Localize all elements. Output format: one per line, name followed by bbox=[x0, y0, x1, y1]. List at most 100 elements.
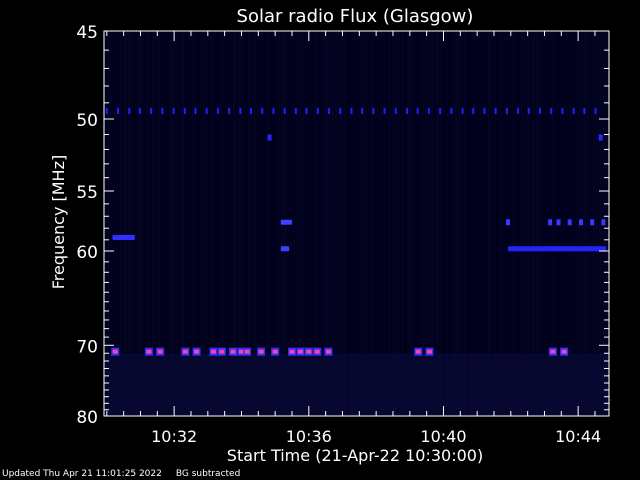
signal-dot bbox=[450, 108, 453, 114]
noise-column bbox=[545, 31, 547, 416]
burst-core bbox=[297, 349, 303, 354]
noise-column bbox=[485, 31, 487, 416]
noise-column bbox=[335, 31, 337, 416]
y-tick-label: 80 bbox=[76, 408, 98, 428]
signal-dot bbox=[461, 108, 464, 114]
noise-column bbox=[344, 31, 346, 416]
noise-column bbox=[161, 31, 163, 416]
noise-column bbox=[458, 31, 460, 416]
noise-column bbox=[464, 31, 466, 416]
signal-dot bbox=[205, 108, 208, 114]
signal-dot bbox=[556, 219, 561, 226]
noise-column bbox=[596, 31, 598, 416]
noise-column bbox=[353, 31, 355, 416]
signal-dot bbox=[494, 108, 497, 114]
noise-column bbox=[107, 31, 109, 416]
noise-column bbox=[185, 31, 187, 416]
noise-column bbox=[197, 31, 199, 416]
noise-column bbox=[209, 31, 211, 416]
noise-column bbox=[452, 31, 454, 416]
signal-dot bbox=[183, 108, 186, 114]
noise-column bbox=[479, 31, 481, 416]
signal-dot bbox=[138, 108, 141, 114]
noise-column bbox=[134, 31, 136, 416]
axes: 45 50 55 60 70 80 10:32 10:36 10:40 10:44 bbox=[76, 23, 610, 446]
noise-column bbox=[302, 31, 304, 416]
y-tick-label: 50 bbox=[76, 111, 98, 131]
signal-dot bbox=[228, 108, 231, 114]
noise-column bbox=[440, 31, 442, 416]
burst-core bbox=[258, 349, 264, 354]
noise-column bbox=[218, 31, 220, 416]
noise-column bbox=[230, 31, 232, 416]
burst-core bbox=[289, 349, 295, 354]
signal-dot bbox=[372, 108, 375, 114]
noise-column bbox=[446, 31, 448, 416]
noise-column bbox=[149, 31, 151, 416]
noise-column bbox=[482, 31, 484, 416]
signal-dot bbox=[572, 108, 575, 114]
footer-note: BG subtracted bbox=[175, 469, 241, 479]
signal-dot bbox=[161, 108, 164, 114]
noise-column bbox=[224, 31, 226, 416]
noise-column bbox=[362, 31, 364, 416]
burst-core bbox=[230, 349, 236, 354]
noise-column bbox=[326, 31, 328, 416]
noise-column bbox=[356, 31, 358, 416]
signal-band bbox=[112, 235, 135, 241]
noise-column bbox=[173, 31, 175, 416]
noise-column bbox=[317, 31, 319, 416]
noise-column bbox=[257, 31, 259, 416]
noise-column bbox=[455, 31, 457, 416]
signal-dot bbox=[406, 108, 408, 114]
noise-column bbox=[470, 31, 472, 416]
burst-core bbox=[238, 349, 244, 354]
noise-column bbox=[599, 31, 601, 416]
signal-dot bbox=[294, 108, 297, 114]
signal-dot bbox=[590, 219, 595, 226]
noise-column bbox=[386, 31, 388, 416]
noise-column bbox=[587, 31, 589, 416]
noise-column bbox=[275, 31, 277, 416]
noise-column bbox=[155, 31, 157, 416]
noise-column bbox=[137, 31, 139, 416]
signal-dot bbox=[583, 108, 586, 114]
noise-column bbox=[323, 31, 325, 416]
signal-dot bbox=[383, 108, 386, 114]
signal-dot bbox=[472, 108, 475, 114]
burst-core bbox=[194, 349, 200, 354]
noise-column bbox=[311, 31, 313, 416]
noise-column bbox=[269, 31, 271, 416]
noise-column bbox=[338, 31, 340, 416]
noise-column bbox=[425, 31, 427, 416]
noise-column bbox=[461, 31, 463, 416]
noise-column bbox=[431, 31, 433, 416]
signal-band bbox=[280, 219, 292, 225]
signal-dot bbox=[261, 108, 264, 114]
noise-column bbox=[332, 31, 334, 416]
noise-column bbox=[395, 31, 397, 416]
signal-dot bbox=[601, 219, 606, 226]
signal-dot bbox=[506, 219, 510, 226]
noise-column bbox=[233, 31, 235, 416]
footer: Updated Thu Apr 21 11:01:25 2022 BG subtr… bbox=[2, 469, 254, 479]
noise-column bbox=[143, 31, 145, 416]
noise-column bbox=[428, 31, 430, 416]
noise-column bbox=[359, 31, 361, 416]
noise-column bbox=[443, 31, 445, 416]
signal-dot bbox=[128, 108, 131, 114]
noise-column bbox=[116, 31, 118, 416]
noise-column bbox=[227, 31, 229, 416]
noise-column bbox=[560, 31, 562, 416]
signal-dot bbox=[598, 134, 603, 141]
noise-column bbox=[434, 31, 436, 416]
signal-dot bbox=[328, 108, 331, 114]
noise-column bbox=[119, 31, 121, 416]
noise-column bbox=[221, 31, 223, 416]
noise-column bbox=[365, 31, 367, 416]
noise-column bbox=[167, 31, 169, 416]
noise-column bbox=[296, 31, 298, 416]
burst-core bbox=[314, 349, 320, 354]
noise-column bbox=[113, 31, 115, 416]
noise-column bbox=[236, 31, 238, 416]
